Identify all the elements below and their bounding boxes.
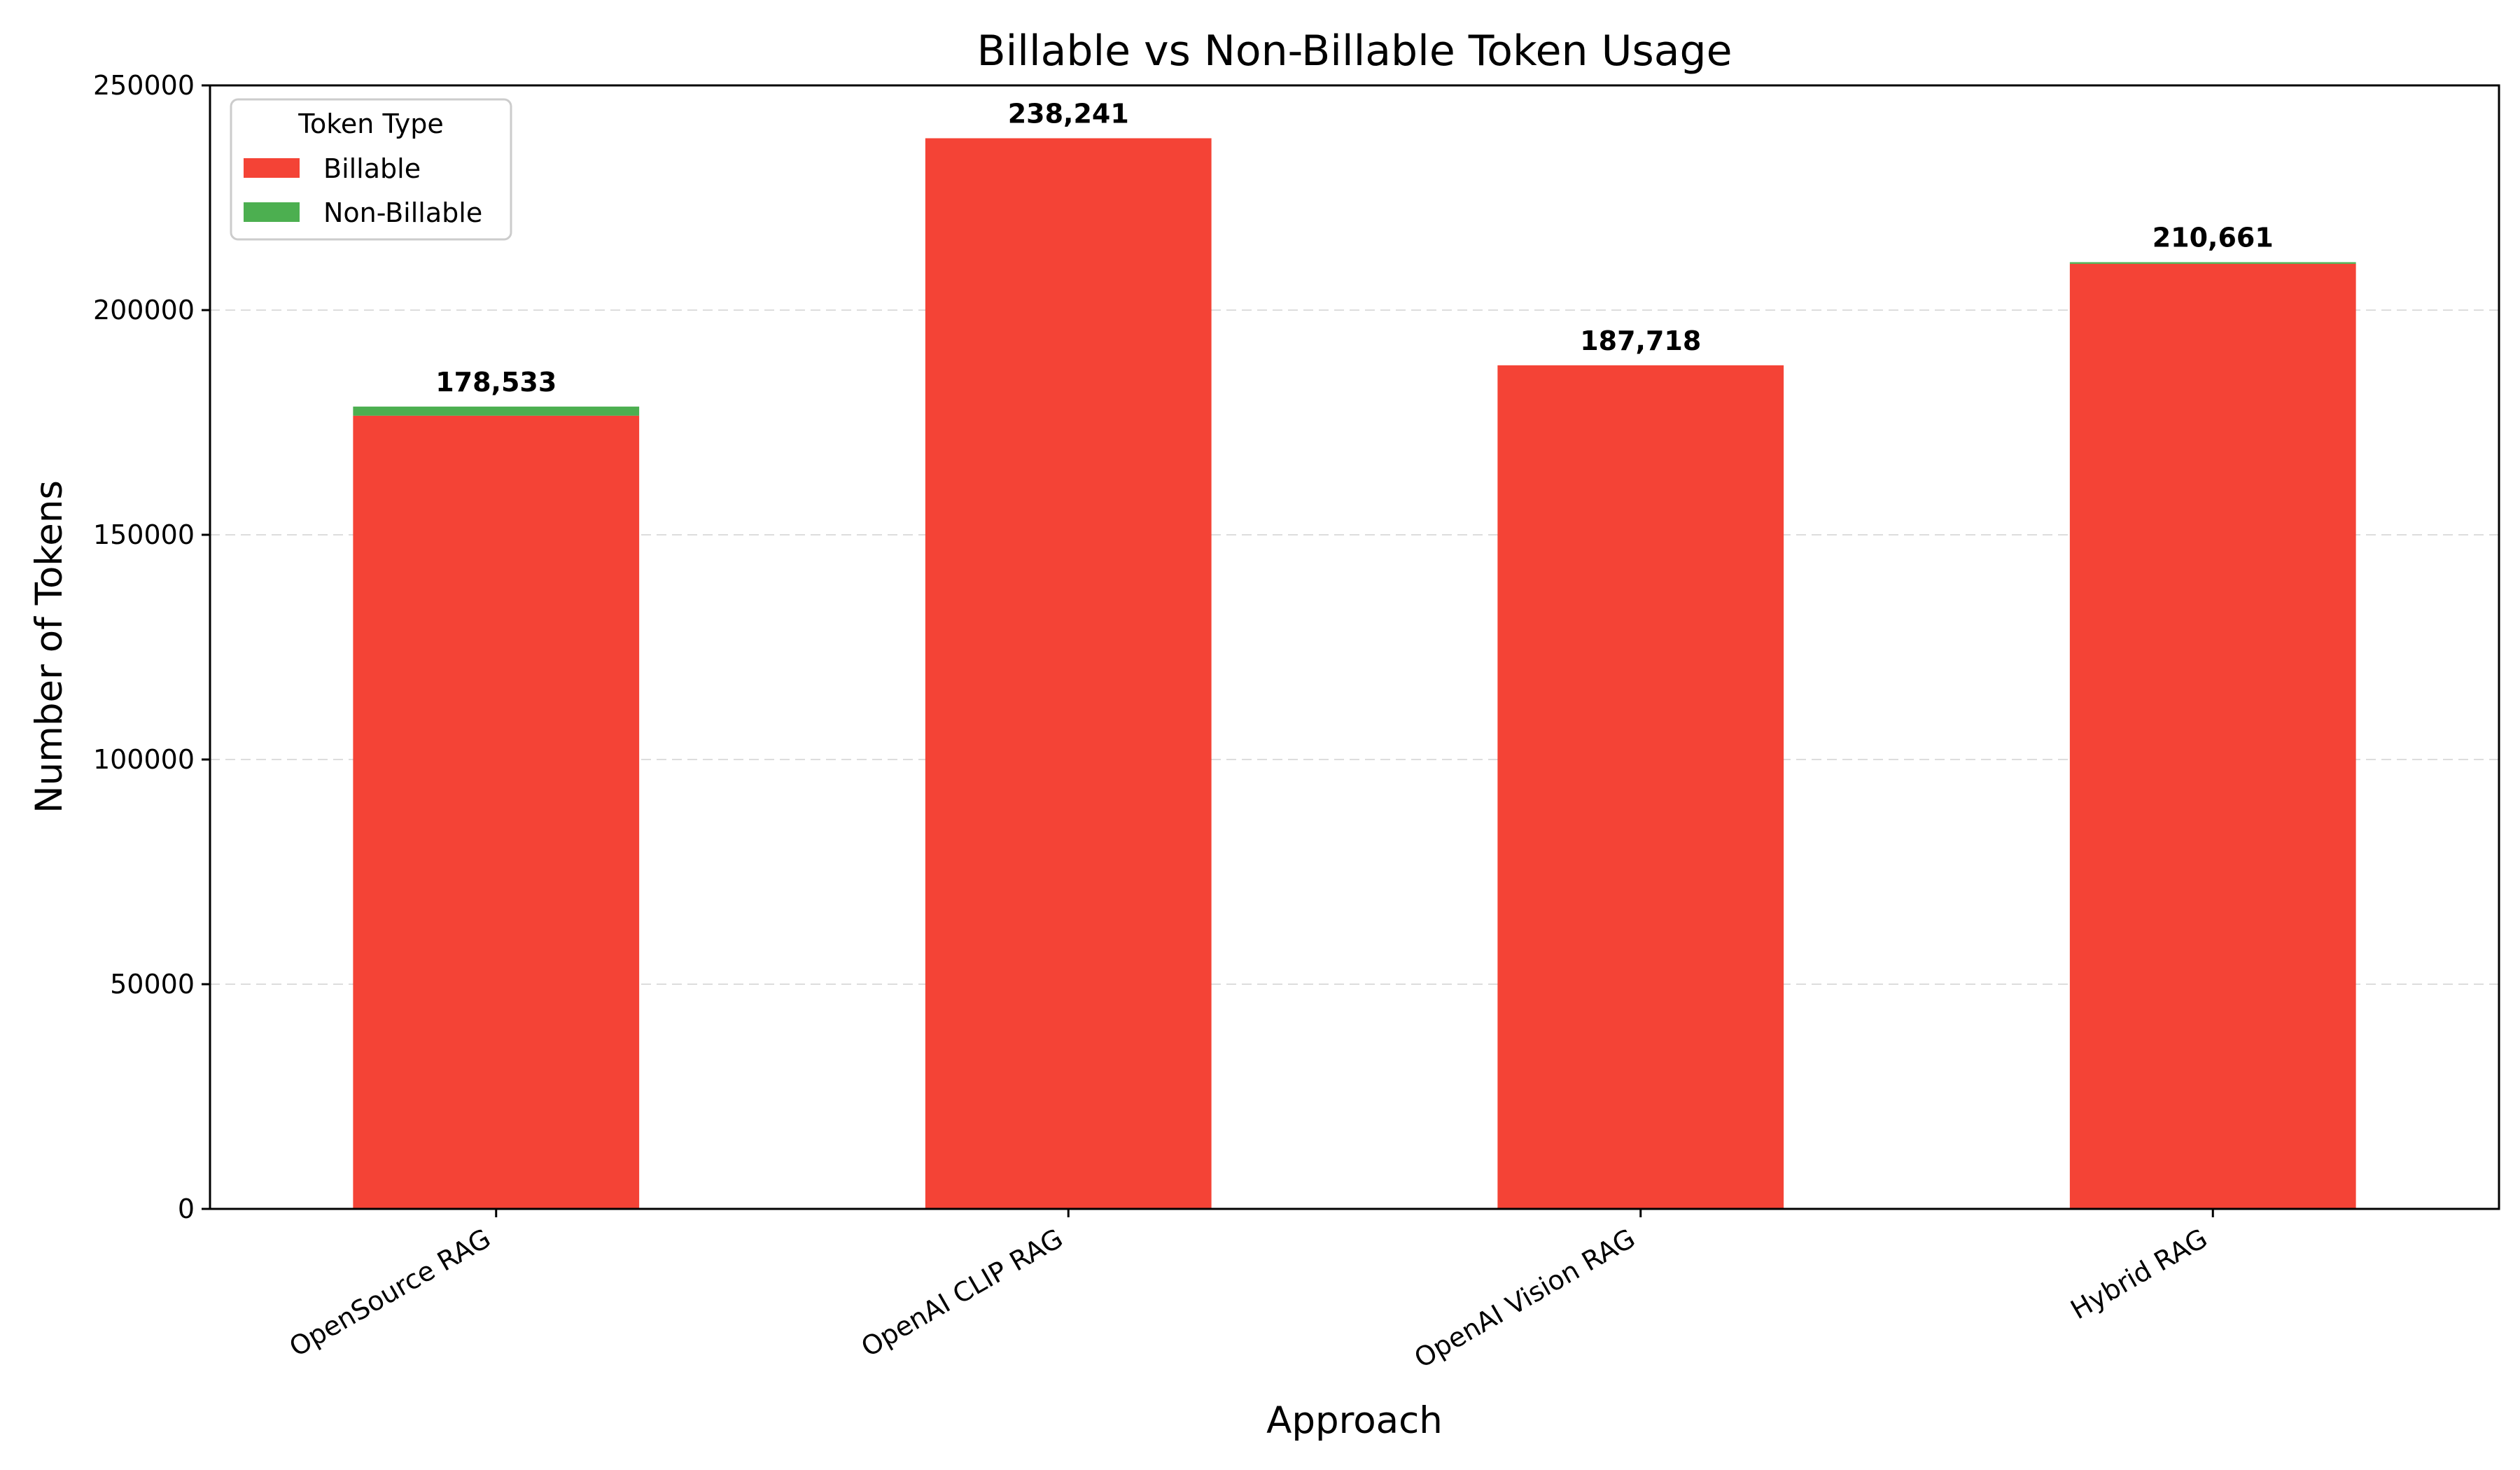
y-axis-label: Number of Tokens [28,480,71,813]
legend: Token Type Billable Non-Billable [230,98,512,241]
bar-billable-openai-clip-rag [925,138,1212,1209]
y-axis: 0 50000 100000 150000 200000 250000 [93,70,210,1224]
bar-billable-opensource-rag [353,415,640,1209]
grid-lines [210,309,2499,985]
legend-swatch-billable [244,158,300,178]
legend-label-non-billable: Non-Billable [323,197,482,228]
bar-non-billable-opensource-rag [353,406,640,416]
bar-non-billable-hybrid-rag [2069,262,2356,264]
total-label-openai-vision-rag: 187,718 [1580,326,1701,356]
legend-frame [230,98,512,241]
y-tick-label: 0 [178,1194,195,1224]
legend-title: Token Type [298,108,443,139]
y-tick-label: 200000 [93,295,195,326]
data-labels: 178,533 238,241 187,718 210,661 [435,98,2274,397]
bar-billable-hybrid-rag [2069,263,2356,1209]
bar-billable-openai-vision-rag [1497,365,1784,1209]
y-tick-label: 250000 [93,70,195,101]
y-tick-label: 100000 [93,744,195,775]
legend-label-billable: Billable [323,153,421,184]
total-label-opensource-rag: 178,533 [435,367,556,398]
bars [353,138,2356,1209]
total-label-openai-clip-rag: 238,241 [1008,98,1129,129]
total-label-hybrid-rag: 210,661 [2152,223,2274,253]
y-tick-label: 150000 [93,519,195,550]
legend-swatch-non-billable [244,202,300,222]
plot-area-frame [209,84,2500,1210]
x-axis-label: Approach [1266,1399,1443,1442]
chart-title: Billable vs Non-Billable Token Usage [976,27,1732,76]
y-tick-label: 50000 [110,969,195,1000]
